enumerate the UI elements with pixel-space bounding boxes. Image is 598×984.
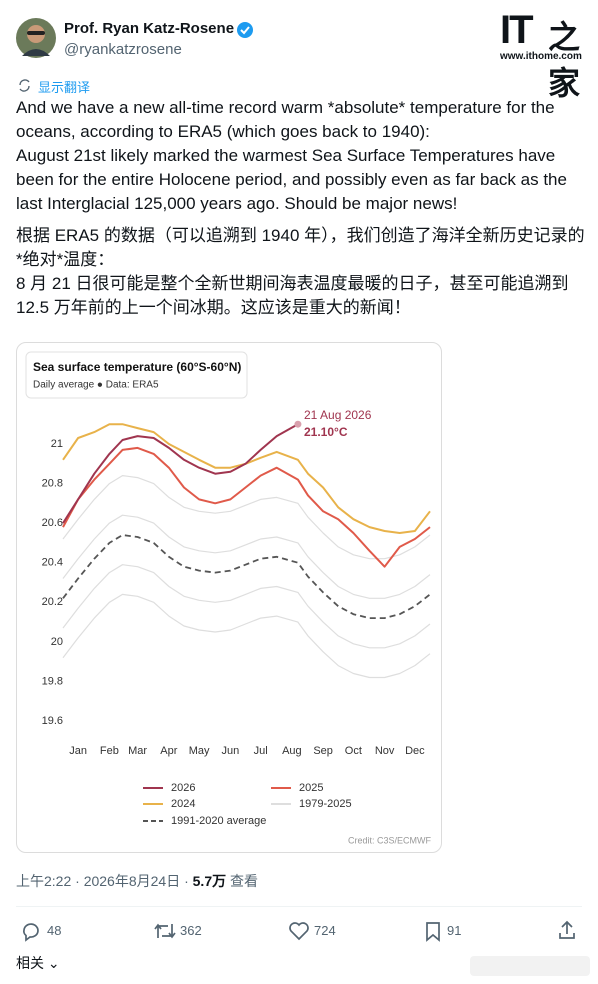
latest-point: [294, 420, 302, 428]
x-tick-label: Nov: [375, 745, 395, 757]
bookmark-count: 91: [447, 923, 462, 938]
y-tick-label: 19.6: [42, 715, 63, 727]
y-tick-label: 21: [51, 438, 63, 450]
history-line: [62, 564, 431, 649]
history-line: [62, 514, 431, 599]
text-zh: 根据 ERA5 的数据（可以追溯到 1940 年），我们创造了海洋全新历史记录的…: [16, 226, 585, 269]
translate-icon: [19, 79, 30, 92]
legend-label: 1979-2025: [299, 798, 352, 810]
annotation-date: 21 Aug 2026: [304, 408, 372, 422]
legend-label: 2025: [299, 782, 323, 794]
x-tick-label: Jun: [221, 745, 239, 757]
like-count: 724: [314, 923, 336, 938]
bookmark-icon[interactable]: [422, 920, 444, 942]
series-line: [62, 534, 431, 619]
translate-link[interactable]: 显示翻译: [38, 80, 91, 95]
reply-icon[interactable]: [20, 920, 42, 942]
tweet-meta: 上午2:22 · 2026年8月24日 · 5.7万 查看: [16, 871, 258, 891]
x-tick-label: Mar: [128, 745, 147, 757]
annotation-value: 21.10°C: [304, 425, 348, 439]
legend-label: 2024: [171, 798, 195, 810]
x-tick-label: Dec: [405, 745, 425, 757]
x-tick-label: May: [189, 745, 210, 757]
logo-brand: 之家: [548, 18, 581, 102]
verified-badge: [237, 22, 253, 38]
x-tick-label: Sep: [313, 745, 333, 757]
credit: Credit: C3S/ECMWF: [348, 835, 432, 845]
x-tick-label: Aug: [282, 745, 302, 757]
divider: [16, 906, 582, 907]
text-en: August 21st likely marked the warmest Se…: [16, 146, 567, 213]
history-line: [62, 593, 431, 679]
views-label: 查看: [230, 873, 258, 889]
history-line: [62, 475, 431, 560]
x-tick-label: Jul: [254, 745, 268, 757]
x-tick-label: Oct: [345, 745, 362, 757]
text-en: And we have a new all-time record warm *…: [16, 98, 555, 141]
repost-count: 362: [180, 923, 202, 938]
y-tick-label: 20.2: [42, 596, 63, 608]
y-tick-label: 19.8: [42, 675, 63, 687]
chart-card[interactable]: Sea surface temperature (60°S-60°N) Dail…: [16, 342, 442, 853]
chart-title: Sea surface temperature (60°S-60°N): [33, 360, 241, 374]
avatar[interactable]: [16, 18, 56, 58]
repost-icon[interactable]: [153, 920, 177, 942]
reply-count: 48: [47, 923, 62, 938]
logo-url: www.ithome.com: [500, 51, 582, 62]
chart-subtitle: Daily average ● Data: ERA5: [33, 380, 159, 391]
y-tick-label: 20: [51, 636, 63, 648]
related-text[interactable]: 相关: [16, 955, 44, 971]
y-tick-label: 20.6: [42, 517, 63, 529]
related-link[interactable]: 相关 ⌄: [16, 955, 60, 971]
x-tick-label: Feb: [100, 745, 119, 757]
author-handle[interactable]: @ryankatzrosene: [64, 41, 182, 58]
legend-label: 1991-2020 average: [171, 815, 266, 827]
text-zh: 8 月 21 日很可能是整个全新世期间海表温度最暖的日子，甚至可能追溯到 12.…: [16, 274, 569, 317]
chart: Sea surface temperature (60°S-60°N) Dail…: [25, 351, 432, 845]
view-count: 5.7万: [192, 873, 227, 889]
legend-label: 2026: [171, 782, 195, 794]
tweet-body: And we have a new all-time record warm *…: [16, 96, 588, 320]
logo-it: IT: [500, 8, 534, 52]
y-tick-label: 20.8: [42, 477, 63, 489]
x-tick-label: Jan: [69, 745, 87, 757]
timestamp[interactable]: 上午2:22 · 2026年8月24日 ·: [16, 873, 189, 889]
series-line: [62, 423, 299, 524]
share-icon[interactable]: [556, 919, 578, 941]
like-icon[interactable]: [287, 920, 311, 942]
title-box: [25, 351, 248, 399]
blurred-area: [470, 956, 590, 976]
x-tick-label: Apr: [160, 745, 177, 757]
series-line: [62, 446, 431, 568]
author-name[interactable]: Prof. Ryan Katz-Rosene: [64, 20, 235, 37]
y-tick-label: 20.4: [42, 557, 63, 569]
